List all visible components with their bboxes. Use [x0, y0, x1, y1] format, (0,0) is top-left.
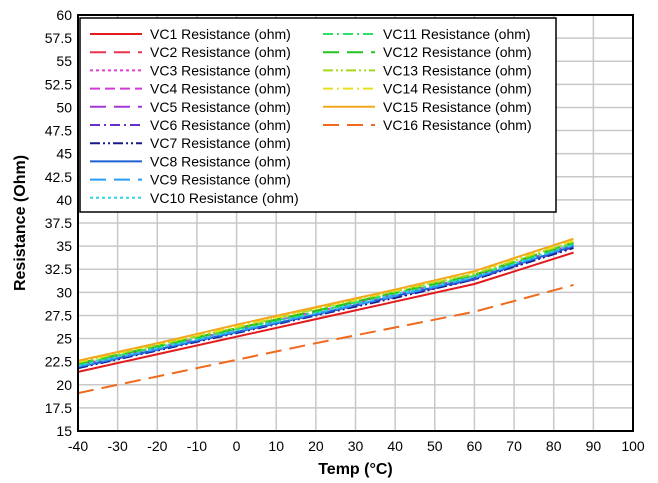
- y-tick-label: 22.5: [45, 354, 72, 370]
- series-line-vc1: [77, 251, 574, 373]
- legend-label-vc9: VC9 Resistance (ohm): [150, 172, 291, 188]
- x-tick-labels: -40 -30 -20 -10 0 10 20 30 40 50 60 70 80 90 100: [68, 438, 645, 454]
- x-tick-label: 70: [506, 438, 522, 454]
- y-tick-label: 27.5: [45, 307, 72, 323]
- legend-label-vc14: VC14 Resistance (ohm): [383, 81, 532, 97]
- y-tick-label: 50: [56, 99, 72, 115]
- x-tick-label: 90: [586, 438, 602, 454]
- y-tick-label: 25: [56, 331, 72, 347]
- legend-label-vc5: VC5 Resistance (ohm): [150, 99, 291, 115]
- y-tick-label: 42.5: [45, 169, 72, 185]
- legend: VC1 Resistance (ohm) VC2 Resistance (ohm)…: [79, 17, 557, 213]
- x-tick-label: 80: [546, 438, 562, 454]
- x-tick-label: 0: [233, 438, 241, 454]
- legend-label-vc11: VC11 Resistance (ohm): [383, 26, 531, 42]
- legend-label-vc1: VC1 Resistance (ohm): [150, 26, 291, 42]
- legend-label-vc4: VC4 Resistance (ohm): [150, 81, 291, 97]
- y-tick-label: 35: [56, 238, 72, 254]
- legend-label-vc6: VC6 Resistance (ohm): [150, 117, 291, 133]
- y-tick-labels: 15 17.5 20 22.5 25 27.5 30 32.5 35 37.5 40 42.5 45 47…: [45, 7, 72, 439]
- legend-label-vc2: VC2 Resistance (ohm): [150, 44, 291, 60]
- x-tick-label: -20: [147, 438, 167, 454]
- x-axis-title: Temp (°C): [318, 461, 393, 478]
- x-tick-label: 40: [387, 438, 403, 454]
- x-tick-label: 60: [467, 438, 483, 454]
- y-tick-label: 17.5: [45, 400, 72, 416]
- series-line-vc12: [77, 241, 574, 365]
- y-tick-label: 32.5: [45, 261, 72, 277]
- x-tick-label: 20: [308, 438, 324, 454]
- legend-label-vc10: VC10 Resistance (ohm): [150, 190, 299, 206]
- x-tick-label: 50: [427, 438, 443, 454]
- x-tick-label: 30: [348, 438, 364, 454]
- series-line-vc16: [77, 283, 574, 395]
- y-tick-label: 20: [56, 377, 72, 393]
- legend-label-vc3: VC3 Resistance (ohm): [150, 62, 291, 78]
- series-line-vc9: [77, 244, 574, 368]
- legend-label-vc8: VC8 Resistance (ohm): [150, 153, 291, 169]
- x-tick-label: -40: [68, 438, 88, 454]
- legend-label-vc12: VC12 Resistance (ohm): [383, 44, 532, 60]
- x-tick-label: 100: [621, 438, 645, 454]
- series-lines: [77, 237, 574, 395]
- y-tick-label: 55: [56, 53, 72, 69]
- y-tick-label: 52.5: [45, 76, 72, 92]
- legend-box: [79, 17, 557, 213]
- y-tick-label: 45: [56, 146, 72, 162]
- legend-label-vc13: VC13 Resistance (ohm): [383, 62, 532, 78]
- y-tick-label: 30: [56, 284, 72, 300]
- y-axis-title: Resistance (Ohm): [12, 155, 29, 291]
- y-tick-label: 37.5: [45, 215, 72, 231]
- y-tick-label: 47.5: [45, 123, 72, 139]
- legend-label-vc15: VC15 Resistance (ohm): [383, 99, 532, 115]
- series-line-vc15: [77, 237, 574, 362]
- legend-label-vc16: VC16 Resistance (ohm): [383, 117, 532, 133]
- plot-frame: [77, 14, 634, 432]
- x-tick-label: 10: [268, 438, 284, 454]
- y-tick-label: 15: [56, 423, 72, 439]
- x-tick-label: -10: [187, 438, 207, 454]
- y-tick-label: 57.5: [45, 30, 72, 46]
- x-tick-label: -30: [108, 438, 128, 454]
- legend-label-vc7: VC7 Resistance (ohm): [150, 135, 291, 151]
- y-tick-label: 40: [56, 192, 72, 208]
- y-tick-label: 60: [56, 7, 72, 23]
